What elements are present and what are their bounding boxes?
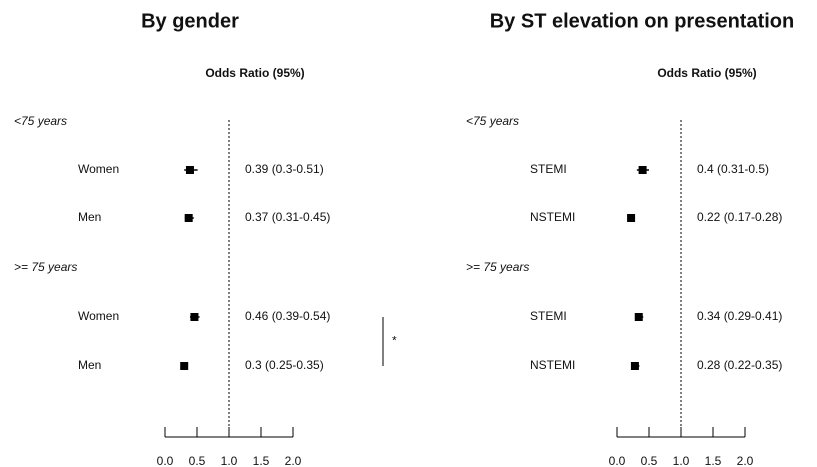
- x-tick-label: 2.0: [285, 454, 302, 467]
- panel-title: By ST elevation on presentation: [490, 10, 795, 32]
- row-label: Men: [78, 210, 101, 224]
- x-tick-label: 0.0: [157, 454, 174, 467]
- column-header: Odds Ratio (95%): [657, 66, 756, 80]
- point-estimate: [180, 362, 189, 370]
- row-label: NSTEMI: [530, 210, 575, 224]
- group-label: >= 75 years: [14, 260, 77, 274]
- x-tick-label: 1.5: [705, 454, 722, 467]
- row-label: NSTEMI: [530, 358, 575, 372]
- point-estimate: [184, 214, 193, 222]
- row-label: Women: [78, 162, 119, 176]
- point-estimate: [634, 313, 643, 321]
- panel-title: By gender: [141, 10, 239, 32]
- x-tick-label: 0.0: [609, 454, 626, 467]
- value-label: 0.3 (0.25-0.35): [245, 358, 324, 372]
- point-estimate: [638, 166, 647, 174]
- value-label: 0.28 (0.22-0.35): [697, 358, 782, 372]
- x-tick-label: 1.0: [221, 454, 238, 467]
- point-estimate: [185, 166, 194, 174]
- x-tick-label: 1.5: [253, 454, 270, 467]
- row-label: STEMI: [530, 162, 567, 176]
- column-header: Odds Ratio (95%): [205, 66, 304, 80]
- group-label: <75 years: [466, 114, 519, 128]
- row-label: Men: [78, 358, 101, 372]
- value-label: 0.37 (0.31-0.45): [245, 210, 330, 224]
- value-label: 0.22 (0.17-0.28): [697, 210, 782, 224]
- row-label: Women: [78, 309, 119, 323]
- value-label: 0.4 (0.31-0.5): [697, 162, 769, 176]
- point-estimate: [630, 362, 639, 370]
- annotation: *: [392, 334, 397, 348]
- x-tick-label: 1.0: [673, 454, 690, 467]
- value-label: 0.34 (0.29-0.41): [697, 309, 782, 323]
- group-label: <75 years: [14, 114, 67, 128]
- row-label: STEMI: [530, 309, 567, 323]
- point-estimate: [627, 214, 636, 222]
- point-estimate: [190, 313, 199, 321]
- x-tick-label: 0.5: [641, 454, 658, 467]
- value-label: 0.46 (0.39-0.54): [245, 309, 330, 323]
- x-tick-label: 2.0: [737, 454, 754, 467]
- value-label: 0.39 (0.3-0.51): [245, 162, 324, 176]
- group-label: >= 75 years: [466, 260, 529, 274]
- x-tick-label: 0.5: [189, 454, 206, 467]
